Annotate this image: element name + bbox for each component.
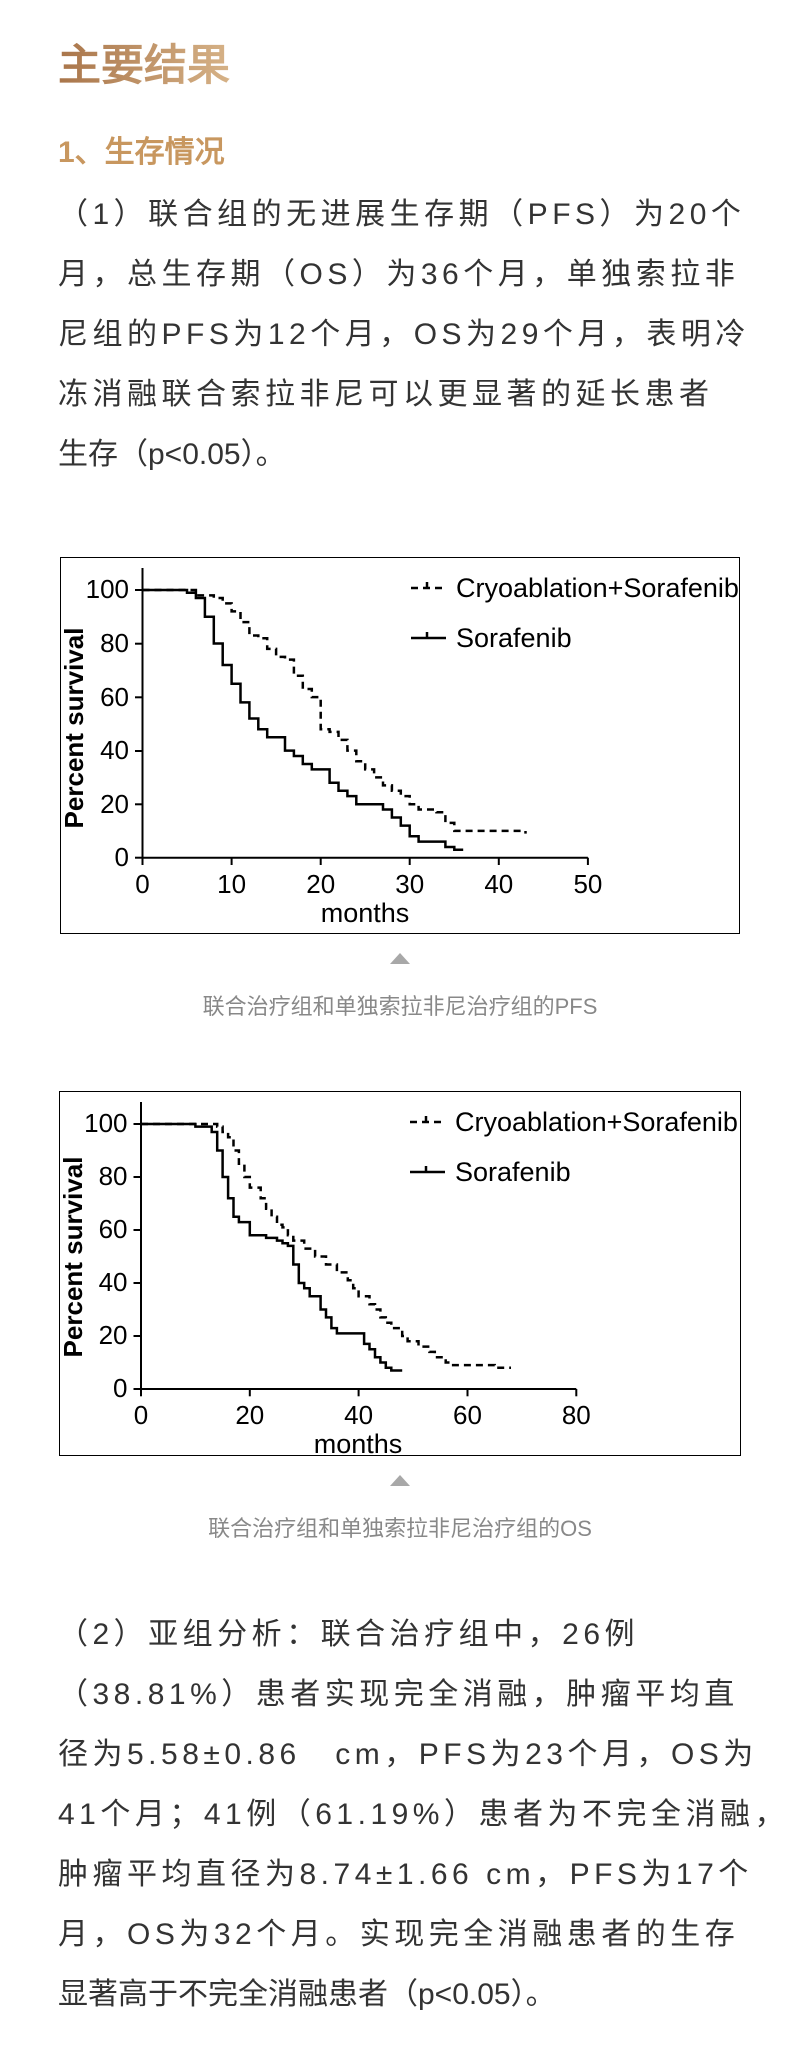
svg-text:Sorafenib: Sorafenib — [455, 1157, 571, 1187]
svg-text:60: 60 — [99, 1214, 128, 1244]
svg-text:0: 0 — [134, 1400, 148, 1430]
svg-text:80: 80 — [99, 1161, 128, 1191]
svg-text:0: 0 — [113, 1373, 127, 1403]
svg-text:months: months — [321, 898, 410, 928]
svg-text:months: months — [314, 1429, 403, 1457]
svg-text:20: 20 — [306, 869, 335, 899]
svg-text:40: 40 — [100, 735, 129, 765]
svg-text:10: 10 — [217, 869, 246, 899]
svg-text:80: 80 — [562, 1400, 591, 1430]
svg-text:20: 20 — [100, 789, 129, 819]
svg-text:100: 100 — [84, 1108, 127, 1138]
svg-text:Sorafenib: Sorafenib — [456, 623, 572, 653]
svg-text:0: 0 — [115, 842, 129, 872]
svg-text:20: 20 — [99, 1320, 128, 1350]
svg-text:Cryoablation+Sorafenib: Cryoablation+Sorafenib — [456, 573, 739, 603]
svg-text:60: 60 — [453, 1400, 482, 1430]
svg-text:Percent survival: Percent survival — [61, 628, 89, 829]
svg-text:20: 20 — [235, 1400, 264, 1430]
svg-text:50: 50 — [573, 869, 602, 899]
svg-text:0: 0 — [135, 869, 149, 899]
svg-text:60: 60 — [100, 682, 129, 712]
svg-text:40: 40 — [99, 1267, 128, 1297]
svg-text:80: 80 — [100, 628, 129, 658]
svg-text:40: 40 — [484, 869, 513, 899]
svg-text:100: 100 — [86, 574, 129, 604]
svg-text:Percent survival: Percent survival — [60, 1157, 88, 1358]
svg-text:30: 30 — [395, 869, 424, 899]
svg-text:Cryoablation+Sorafenib: Cryoablation+Sorafenib — [455, 1107, 738, 1137]
svg-text:40: 40 — [344, 1400, 373, 1430]
